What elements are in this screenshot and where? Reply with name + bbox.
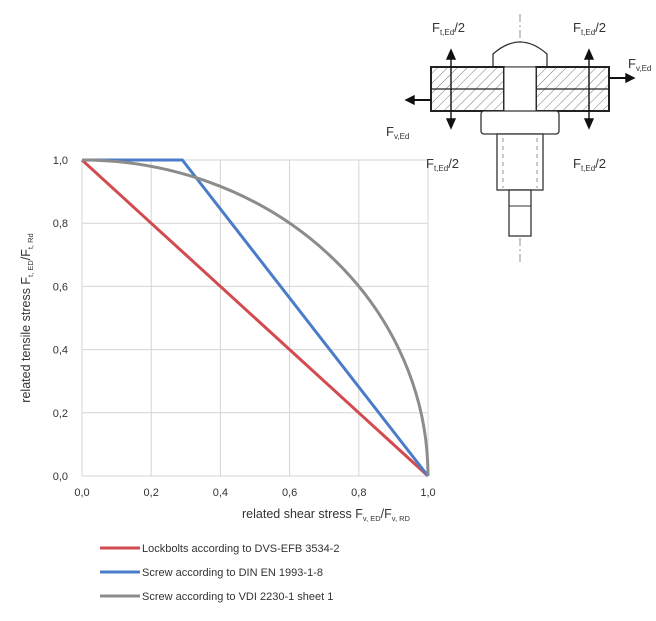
- tick-labels: 0,0 0,2 0,4 0,6 0,8 1,0 0,0 0,2 0,4 0,6 0,8 1,0: [53, 155, 436, 499]
- force-label-bottom-right: Ft,Ed/2: [573, 156, 606, 173]
- bolt-shank: [503, 66, 537, 112]
- legend-entry: Screw according to DIN EN 1993-1-8: [142, 567, 323, 579]
- legend-entry: Lockbolts according to DVS-EFB 3534-2: [142, 543, 340, 555]
- bolt-pintail: [508, 189, 532, 237]
- legend-entry: Screw according to VDI 2230-1 sheet 1: [142, 591, 333, 603]
- x-axis-title-slash: /F: [381, 507, 392, 521]
- x-axis-title-sub1: v, ED: [363, 514, 381, 523]
- bolt-collar: [480, 110, 560, 135]
- force-label-top-right: Ft,Ed/2: [573, 20, 606, 37]
- bolt-threaded-body: [496, 133, 544, 191]
- force-label-shear-right: Fv,Ed: [628, 56, 651, 73]
- x-tick-label: 1,0: [420, 487, 435, 499]
- x-tick-label: 0,0: [74, 487, 89, 499]
- legend: Lockbolts according to DVS-EFB 3534-2 Scr…: [100, 543, 340, 603]
- force-label-bottom-left: Ft,Ed/2: [426, 156, 459, 173]
- x-tick-label: 0,6: [282, 487, 297, 499]
- y-tick-label: 0,0: [53, 471, 68, 483]
- series-layer: [80, 158, 430, 478]
- x-tick-label: 0,2: [144, 487, 159, 499]
- y-tick-label: 0,4: [53, 345, 68, 357]
- y-axis-title: related tensile stress Ft, ED/Ft, Rd: [19, 233, 35, 402]
- force-label-top-left: Ft,Ed/2: [432, 20, 465, 37]
- x-axis-title: related shear stress Fv, ED/Fv, RD: [242, 507, 411, 523]
- x-tick-label: 0,8: [351, 487, 366, 499]
- force-arrows: [404, 48, 636, 130]
- force-label-shear-left: Fv,Ed: [386, 124, 409, 141]
- y-axis-title-slash: /F: [19, 249, 33, 260]
- bolt-head: [492, 41, 548, 68]
- bolt-joint-diagram: Ft,Ed/2 Ft,Ed/2 Ft,Ed/2 Ft,Ed/2 Fv,Ed Fv…: [386, 14, 651, 262]
- y-tick-label: 0,2: [53, 408, 68, 420]
- y-axis-title-sub1: t, ED: [26, 260, 35, 277]
- y-tick-label: 0,8: [53, 218, 68, 230]
- series-line-3: [81, 158, 430, 477]
- y-axis-title-sub2: t, Rd: [26, 233, 35, 249]
- y-tick-label: 1,0: [53, 155, 68, 167]
- x-axis-title-sub2: v, RD: [392, 514, 411, 523]
- x-axis-title-main: related shear stress F: [242, 507, 363, 521]
- y-axis-title-main: related tensile stress F: [19, 277, 33, 403]
- y-tick-label: 0,6: [53, 281, 68, 293]
- x-tick-label: 0,4: [213, 487, 228, 499]
- series-line-1: [80, 158, 430, 478]
